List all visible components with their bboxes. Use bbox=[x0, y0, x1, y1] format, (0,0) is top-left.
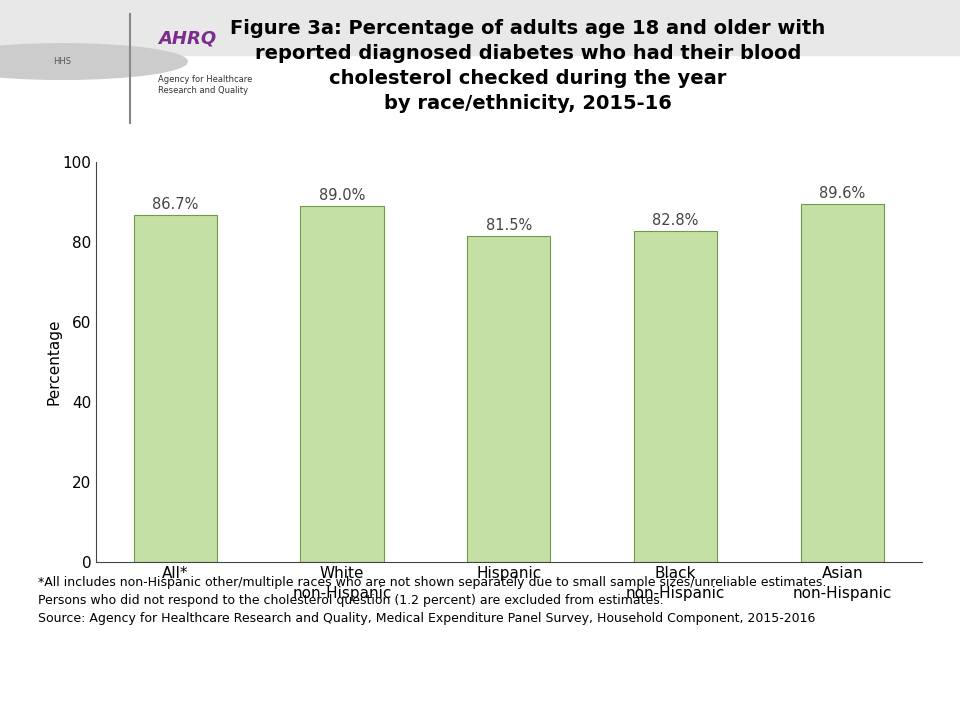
Circle shape bbox=[0, 44, 187, 79]
Text: 89.6%: 89.6% bbox=[819, 186, 866, 201]
Bar bbox=[0, 0, 960, 55]
Text: 86.7%: 86.7% bbox=[152, 197, 199, 212]
Text: Agency for Healthcare
Research and Quality: Agency for Healthcare Research and Quali… bbox=[158, 75, 252, 95]
Y-axis label: Percentage: Percentage bbox=[46, 318, 61, 405]
Text: AHRQ: AHRQ bbox=[158, 30, 217, 48]
Bar bbox=[468, 236, 550, 562]
Text: *All includes non-Hispanic other/multiple races who are not shown separately due: *All includes non-Hispanic other/multipl… bbox=[38, 576, 827, 625]
Text: HHS: HHS bbox=[54, 57, 71, 66]
Text: 81.5%: 81.5% bbox=[486, 218, 532, 233]
Bar bbox=[801, 204, 884, 562]
Text: 82.8%: 82.8% bbox=[653, 213, 699, 228]
Bar bbox=[634, 230, 717, 562]
Text: Figure 3a: Percentage of adults age 18 and older with
reported diagnosed diabete: Figure 3a: Percentage of adults age 18 a… bbox=[230, 19, 826, 112]
Bar bbox=[133, 215, 217, 562]
Text: 89.0%: 89.0% bbox=[319, 188, 365, 203]
Bar bbox=[300, 206, 384, 562]
